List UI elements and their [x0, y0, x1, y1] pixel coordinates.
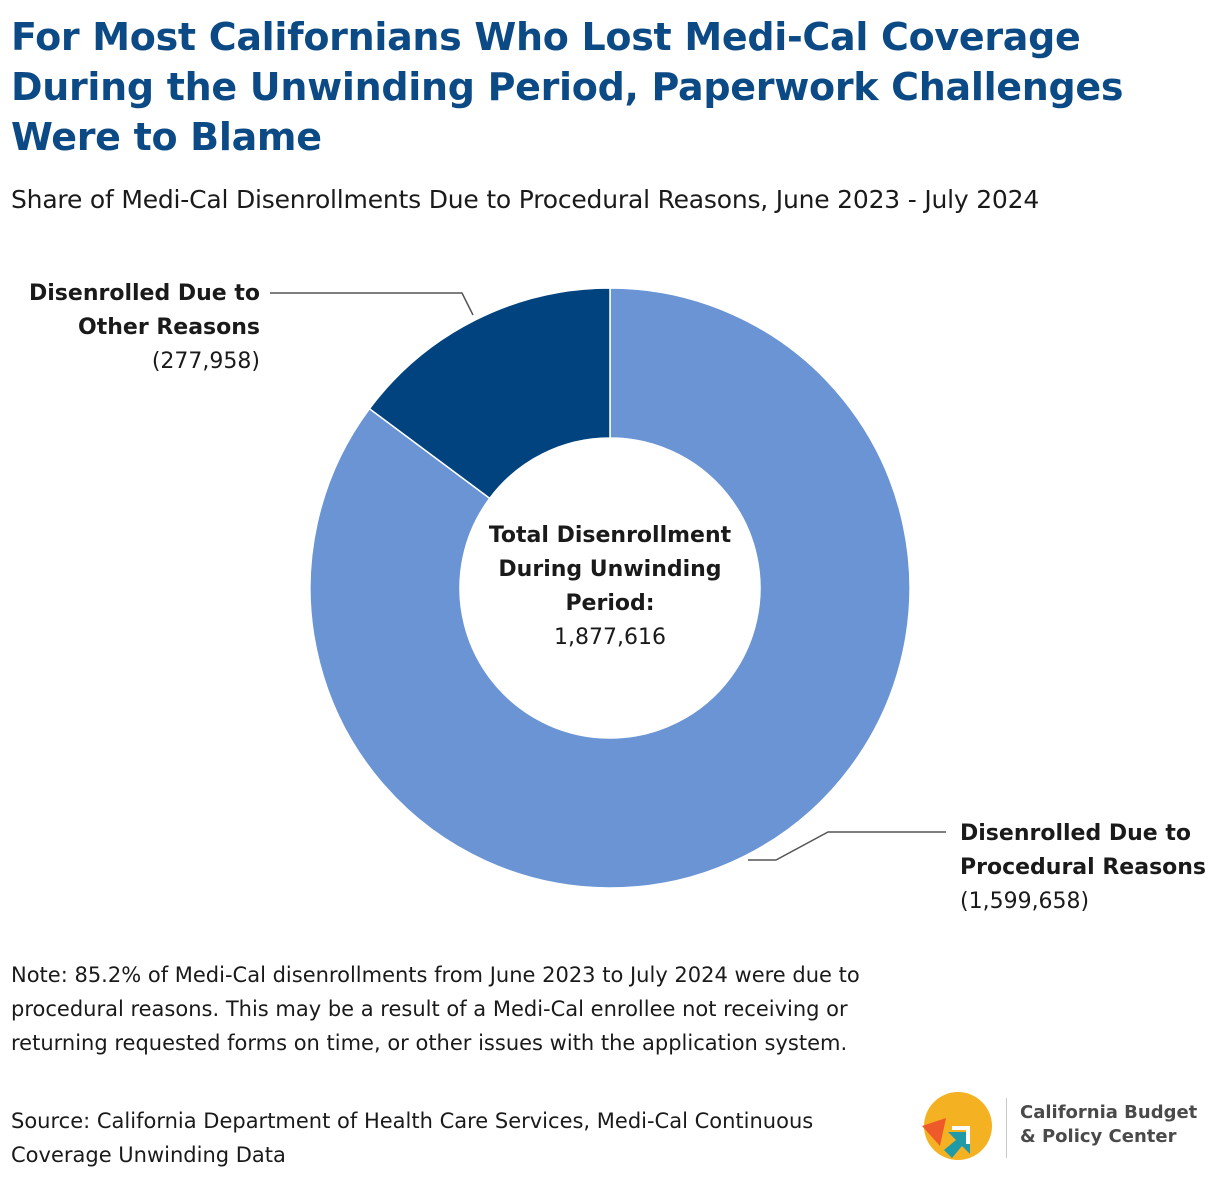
slice-label-other-line2: Other Reasons: [78, 315, 260, 340]
logo-text-line1: California Budget: [1020, 1102, 1198, 1123]
leader-line-procedural: [748, 831, 946, 861]
logo-text: California Budget & Policy Center: [1020, 1101, 1197, 1149]
slice-label-procedural-line1: Disenrolled Due to: [960, 821, 1191, 846]
logo-text-line2: & Policy Center: [1020, 1126, 1177, 1147]
center-label-line2: During Unwinding: [498, 557, 722, 582]
donut-slice-other: [368, 287, 611, 500]
donut-slice-procedural: [309, 287, 911, 889]
chart-subtitle: Share of Medi-Cal Disenrollments Due to …: [11, 185, 1040, 214]
leader-line-other: [270, 292, 474, 316]
slice-label-other-line1: Disenrolled Due to: [29, 281, 260, 306]
slice-value-procedural: (1,599,658): [960, 889, 1090, 914]
slice-label-other: Disenrolled Due to Other Reasons (277,95…: [29, 277, 260, 379]
chart-title: For Most Californians Who Lost Medi-Cal …: [11, 15, 1124, 159]
slice-label-procedural: Disenrolled Due to Procedural Reasons (1…: [960, 817, 1206, 919]
logo-divider: [1006, 1098, 1007, 1158]
cbpc-logo: California Budget & Policy Center: [918, 1088, 1218, 1168]
donut-center-label: Total Disenrollment During Unwinding Per…: [460, 519, 760, 655]
slice-value-other: (277,958): [151, 349, 260, 374]
chart-note: Note: 85.2% of Medi-Cal disenrollments f…: [11, 963, 860, 1055]
center-label-line3: Period:: [565, 591, 655, 616]
chart-source: Source: California Department of Health …: [11, 1109, 814, 1167]
slice-label-procedural-line2: Procedural Reasons: [960, 855, 1207, 880]
center-label-line1: Total Disenrollment: [488, 523, 732, 548]
donut-slices: [309, 287, 911, 889]
center-total-value: 1,877,616: [554, 625, 666, 650]
logo-mark-icon: [922, 1092, 992, 1160]
